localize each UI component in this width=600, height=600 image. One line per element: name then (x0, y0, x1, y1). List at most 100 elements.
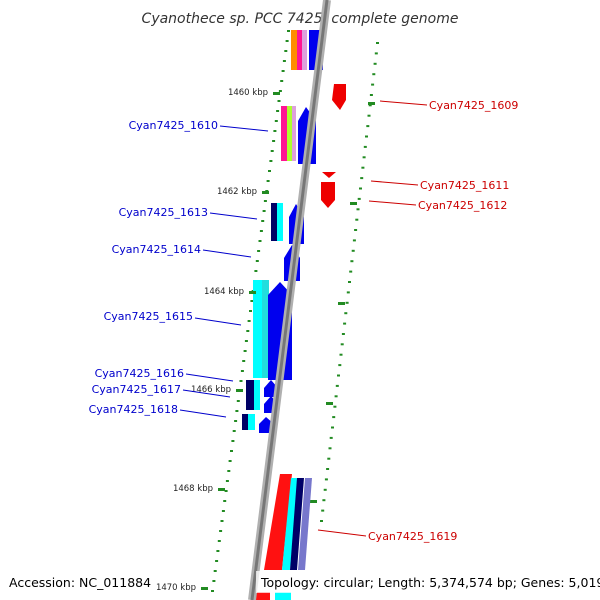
tick-dot (259, 230, 263, 232)
gene-block-1619 (264, 474, 312, 570)
tick-dot (242, 360, 246, 362)
leader-line (317, 529, 367, 537)
tick-dot (349, 270, 353, 273)
tick-dot (246, 330, 250, 332)
tick-dot (215, 560, 219, 562)
tick-dot (258, 240, 262, 242)
gene-label-1612[interactable]: Cyan7425_1612 (418, 199, 507, 212)
leader-line (179, 409, 227, 418)
tick-dot (320, 520, 323, 522)
outer-major-tick (310, 500, 317, 503)
tick-dot (372, 73, 376, 76)
tick-dot (243, 350, 247, 352)
tick-dot (274, 120, 278, 122)
outer-major-tick (326, 402, 333, 405)
leader-line (182, 389, 231, 398)
tick-dot (230, 450, 233, 452)
kbp-tick-label: 1464 kbp (204, 287, 244, 297)
leader-line (379, 100, 428, 106)
tick-dot (366, 125, 370, 128)
tick-dot (231, 440, 235, 442)
tick-dot (328, 447, 332, 450)
kbp-tick-label: 1466 kbp (191, 385, 231, 395)
leader-line (185, 373, 234, 382)
tick-dot (223, 500, 227, 502)
leader-line (194, 317, 242, 326)
tick-dot (373, 62, 377, 65)
tick-dot (216, 550, 220, 552)
gene-label-1611[interactable]: Cyan7425_1611 (420, 179, 509, 192)
tick-dot (273, 130, 277, 132)
tick-dot (365, 135, 368, 138)
tick-dot (354, 229, 358, 231)
map-title: Cyanothece sp. PCC 7425, complete genome (142, 11, 459, 27)
tick-dot (257, 250, 261, 252)
tick-dot (356, 208, 360, 211)
tick-dot (327, 457, 331, 460)
tick-dot (247, 320, 251, 322)
tick-dot (220, 520, 224, 522)
tick-dot (285, 40, 289, 42)
topology-text: Topology: circular; Length: 5,374,574 bp… (260, 575, 600, 590)
tick-dot (278, 90, 282, 92)
tick-dot (343, 322, 347, 325)
gene-label-1617[interactable]: Cyan7425_1617 (92, 383, 181, 396)
tick-dot (355, 218, 359, 221)
accession-text: Accession: NC_011884 (9, 575, 151, 590)
leader-line (202, 249, 252, 258)
tick-dot (281, 70, 285, 72)
genome-backbone (248, 0, 331, 600)
kbp-major-tick (201, 587, 208, 590)
tick-dot (335, 384, 339, 387)
tick-dot (232, 430, 236, 432)
tick-dot (363, 145, 367, 148)
tick-dot (333, 405, 337, 408)
leader-line (219, 125, 269, 132)
gene-label-1609[interactable]: Cyan7425_1609 (429, 99, 518, 112)
gene-label-1615[interactable]: Cyan7425_1615 (104, 310, 193, 323)
tick-dot (270, 150, 274, 152)
tick-dot (367, 114, 371, 117)
tick-dot (324, 478, 328, 481)
feature-blocks (242, 30, 346, 600)
gene-arrow-1612 (321, 182, 335, 208)
tick-dot (235, 410, 239, 412)
tick-dot (357, 197, 361, 200)
gene-label-1618[interactable]: Cyan7425_1618 (89, 403, 178, 416)
tick-dot (249, 310, 252, 312)
gene-block-1618 (242, 414, 274, 433)
tick-dot (263, 200, 267, 202)
tick-dot (337, 374, 340, 377)
tick-dot (280, 80, 284, 82)
kbp-major-tick (273, 92, 280, 95)
gene-label-1614[interactable]: Cyan7425_1614 (112, 243, 201, 256)
tick-dot (362, 156, 366, 159)
tick-dot (331, 426, 334, 429)
tick-dot (268, 170, 271, 172)
tick-dot (276, 110, 280, 112)
gene-label-1619[interactable]: Cyan7425_1619 (368, 530, 457, 543)
tick-dot (338, 364, 342, 367)
tick-dot (351, 249, 355, 252)
tick-dot (219, 530, 223, 532)
gene-label-1610[interactable]: Cyan7425_1610 (129, 119, 218, 132)
tick-dot (376, 42, 379, 44)
tick-dot (332, 416, 336, 419)
tick-dot (266, 180, 270, 182)
tick-dot (255, 260, 259, 262)
tick-dot (322, 499, 326, 502)
tick-dot (334, 395, 338, 398)
leader-line (209, 212, 258, 220)
outer-major-tick (368, 102, 375, 105)
kbp-major-tick (249, 291, 256, 294)
tick-dot (262, 210, 266, 212)
gene-label-1616[interactable]: Cyan7425_1616 (95, 367, 184, 380)
tick-dot (341, 333, 345, 335)
kbp-tick-label: 1462 kbp (217, 187, 257, 197)
tick-dot (369, 94, 373, 96)
gene-label-1613[interactable]: Cyan7425_1613 (119, 206, 208, 219)
tick-dot (350, 260, 354, 263)
gene-labels-right: Cyan7425_1609 Cyan7425_1611 Cyan7425_161… (368, 99, 518, 543)
leader-line (368, 200, 417, 206)
